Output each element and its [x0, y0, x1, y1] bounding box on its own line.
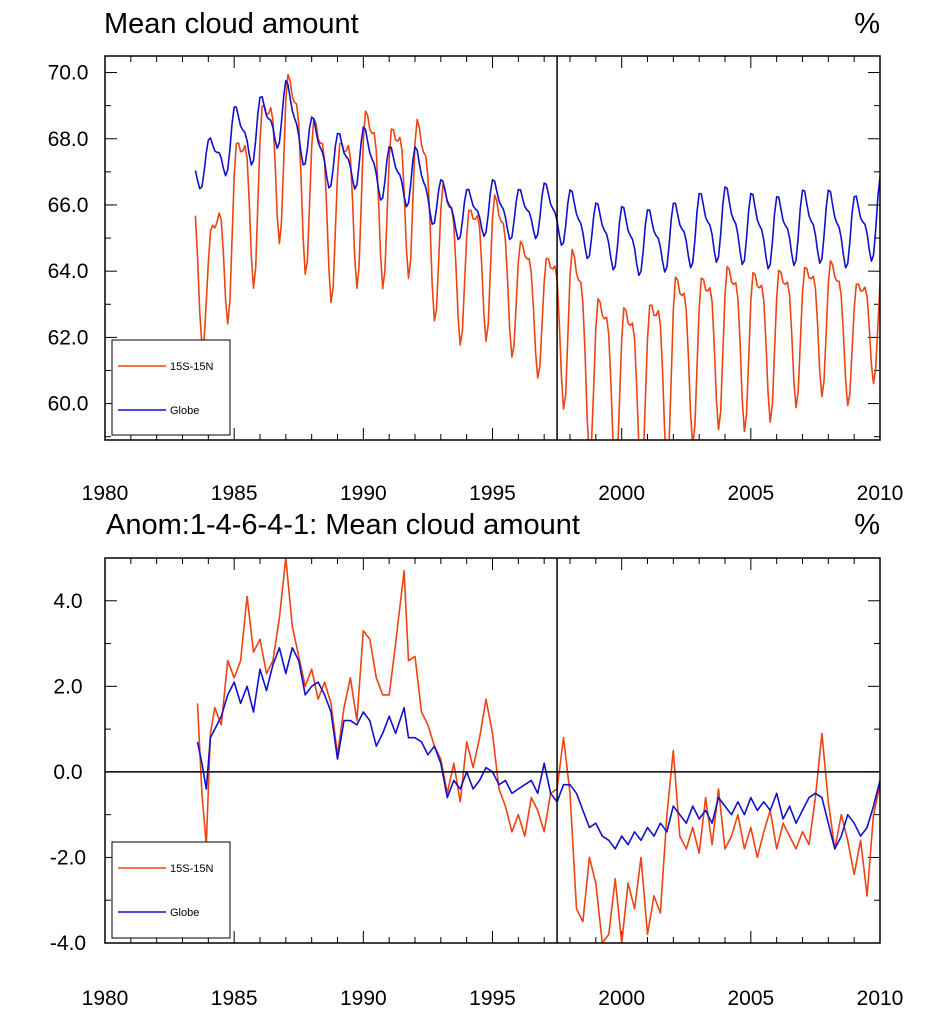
- panel-top-legend: 15S-15N Globe: [111, 339, 231, 436]
- p1-xtick-label: 1990: [340, 987, 387, 1010]
- p0-xtick-label: 2000: [598, 482, 645, 505]
- p1-xtick-label: 1980: [82, 987, 129, 1010]
- panel-bottom-legend: 15S-15N Globe: [111, 841, 231, 939]
- p1-ytick-label: 2.0: [53, 675, 82, 698]
- panel-bottom-frame: [104, 557, 881, 944]
- p0-ytick-label: 64.0: [48, 260, 89, 283]
- p0-xtick-label: 2005: [727, 482, 774, 505]
- panel-bottom-legend-label-tropics: 15S-15N: [170, 863, 213, 875]
- p1-xtick-label: 2005: [727, 987, 774, 1010]
- p1-ytick-label: 4.0: [53, 590, 82, 613]
- panel-bottom-units: %: [854, 509, 880, 541]
- panel-top-legend-label-globe: Globe: [170, 405, 199, 417]
- panel-top-units: %: [854, 8, 880, 40]
- p0-xtick-label: 1990: [340, 482, 387, 505]
- p1-ytick-label: -4.0: [50, 932, 86, 955]
- p1-series-globe: [196, 647, 880, 850]
- p0-ytick-label: 60.0: [48, 393, 89, 416]
- panel-bottom-ticks: 1980 1985 1990 1995 2000 2005 2010 -4.0 -2.0 0.0 2…: [50, 557, 904, 1010]
- p1-xtick-label: 1985: [211, 987, 258, 1010]
- p0-xtick-label: 2010: [857, 482, 904, 505]
- p1-xtick-label: 2000: [598, 987, 645, 1010]
- panel-bottom-legend-label-globe: Globe: [170, 907, 199, 919]
- p0-xtick-label: 1980: [82, 482, 129, 505]
- panel-top: Mean cloud amount % 1980 1985 1990 1995 2000…: [48, 8, 904, 505]
- p0-ytick-label: 66.0: [48, 194, 89, 217]
- panel-top-lines: [194, 73, 880, 440]
- panel-bottom-title: Anom:1-4-6-4-1: Mean cloud amount: [106, 509, 580, 541]
- panel-bottom: Anom:1-4-6-4-1: Mean cloud amount % 1980…: [50, 509, 903, 1010]
- p1-xtick-label: 1995: [469, 987, 516, 1010]
- panel-bottom-overlay: [105, 558, 880, 943]
- p1-ytick-label: 0.0: [53, 761, 82, 784]
- p0-series-group: [194, 73, 880, 440]
- panel-bottom-legend-box: [111, 841, 231, 939]
- p0-series-15s-15n: [194, 73, 880, 440]
- panel-bottom-lines: [196, 558, 880, 943]
- p0-series-globe: [194, 79, 880, 277]
- p1-xtick-label: 2010: [857, 987, 904, 1010]
- panel-top-ticks: 1980 1985 1990 1995 2000 2005 2010 60.0 62.0 64.0…: [48, 56, 904, 505]
- p1-ytick-label: -2.0: [50, 846, 86, 869]
- panel-top-title: Mean cloud amount: [104, 8, 359, 40]
- p0-xtick-label: 1995: [469, 482, 516, 505]
- p0-xtick-label: 1985: [211, 482, 258, 505]
- p0-ytick-label: 68.0: [48, 128, 89, 151]
- panel-top-legend-box: [111, 339, 231, 436]
- p0-ytick-label: 62.0: [48, 326, 89, 349]
- p1-series-15s-15n: [196, 558, 880, 943]
- p0-ytick-label: 70.0: [48, 62, 89, 85]
- panel-top-legend-label-tropics: 15S-15N: [170, 361, 213, 373]
- panel-top-frame: [104, 55, 881, 441]
- p1-series-group: [196, 558, 880, 943]
